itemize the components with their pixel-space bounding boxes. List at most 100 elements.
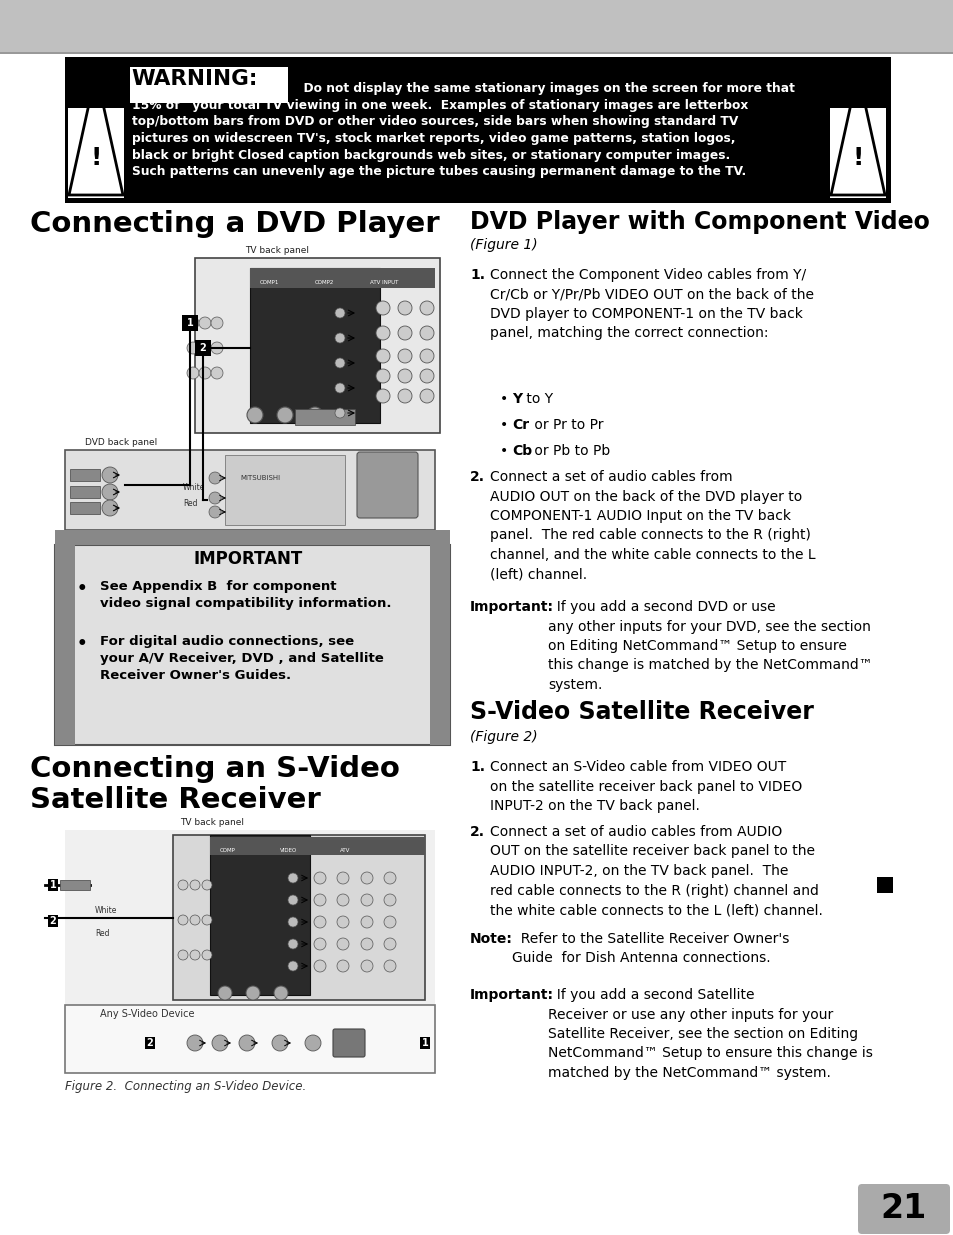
Circle shape xyxy=(187,317,199,329)
Circle shape xyxy=(335,333,345,343)
FancyBboxPatch shape xyxy=(356,452,417,517)
Circle shape xyxy=(202,881,212,890)
Circle shape xyxy=(419,350,434,363)
Circle shape xyxy=(305,1035,320,1051)
Circle shape xyxy=(276,408,293,424)
Circle shape xyxy=(360,872,373,884)
Text: •: • xyxy=(76,635,88,653)
Text: If you add a second Satellite
Receiver or use any other inputs for your
Satellit: If you add a second Satellite Receiver o… xyxy=(547,988,872,1079)
Text: top/bottom bars from DVD or other video sources, side bars when showing standard: top/bottom bars from DVD or other video … xyxy=(132,116,738,128)
Bar xyxy=(250,268,435,288)
Circle shape xyxy=(178,881,188,890)
Circle shape xyxy=(247,408,263,424)
Text: Figure 2.  Connecting an S-Video Device.: Figure 2. Connecting an S-Video Device. xyxy=(65,1079,306,1093)
Text: 2: 2 xyxy=(199,343,206,353)
Circle shape xyxy=(384,894,395,906)
Text: 1.: 1. xyxy=(470,268,484,282)
Circle shape xyxy=(274,986,288,1000)
Circle shape xyxy=(419,369,434,383)
Bar xyxy=(68,107,124,198)
Text: !: ! xyxy=(851,146,862,170)
Circle shape xyxy=(190,950,200,960)
Bar xyxy=(70,501,100,514)
Text: Connect a set of audio cables from
AUDIO OUT on the back of the DVD player to
CO: Connect a set of audio cables from AUDIO… xyxy=(490,471,815,582)
Text: to Y: to Y xyxy=(521,391,553,406)
Text: VIDEO: VIDEO xyxy=(280,848,297,853)
Circle shape xyxy=(307,408,323,424)
Circle shape xyxy=(187,342,199,354)
Text: or Pr to Pr: or Pr to Pr xyxy=(530,417,603,432)
Text: 1: 1 xyxy=(50,881,56,890)
Text: (Figure 1): (Figure 1) xyxy=(470,238,537,252)
Circle shape xyxy=(187,1035,203,1051)
Text: 15% of   your total TV viewing in one week.  Examples of stationary images are l: 15% of your total TV viewing in one week… xyxy=(132,99,747,112)
Circle shape xyxy=(335,383,345,393)
Circle shape xyxy=(209,472,221,484)
Circle shape xyxy=(384,916,395,927)
Bar xyxy=(65,1005,435,1073)
Circle shape xyxy=(314,872,326,884)
Circle shape xyxy=(336,916,349,927)
Bar xyxy=(210,837,424,855)
Bar xyxy=(70,469,100,480)
Circle shape xyxy=(288,918,297,927)
Circle shape xyxy=(288,939,297,948)
Text: See Appendix B  for component
video signal compatibility information.: See Appendix B for component video signa… xyxy=(100,580,391,610)
Text: Refer to the Satellite Receiver Owner's
Guide  for Dish Antenna connections.: Refer to the Satellite Receiver Owner's … xyxy=(512,932,788,966)
Bar xyxy=(225,454,345,525)
Text: DVD Player with Component Video: DVD Player with Component Video xyxy=(470,210,929,233)
Circle shape xyxy=(209,506,221,517)
Text: Note:: Note: xyxy=(470,932,513,946)
Circle shape xyxy=(336,872,349,884)
Text: Connect the Component Video cables from Y/
Cr/Cb or Y/Pr/Pb VIDEO OUT on the bac: Connect the Component Video cables from … xyxy=(490,268,813,341)
Circle shape xyxy=(272,1035,288,1051)
Text: black or bright Closed caption backgrounds web sites, or stationary computer ima: black or bright Closed caption backgroun… xyxy=(132,148,729,162)
Text: Connecting a DVD Player: Connecting a DVD Player xyxy=(30,210,439,238)
Text: Red: Red xyxy=(183,499,197,509)
Circle shape xyxy=(209,492,221,504)
Circle shape xyxy=(218,986,232,1000)
Text: Cb: Cb xyxy=(512,445,532,458)
Circle shape xyxy=(212,1035,228,1051)
Text: COMP2: COMP2 xyxy=(314,280,334,285)
Bar xyxy=(172,835,424,1000)
Circle shape xyxy=(335,358,345,368)
Text: •: • xyxy=(76,580,88,598)
FancyBboxPatch shape xyxy=(333,1029,365,1057)
Bar xyxy=(294,409,355,425)
Circle shape xyxy=(211,317,223,329)
Circle shape xyxy=(199,342,211,354)
Text: MITSUBISHI: MITSUBISHI xyxy=(240,475,280,480)
Circle shape xyxy=(375,369,390,383)
Circle shape xyxy=(314,960,326,972)
Text: •: • xyxy=(499,445,512,458)
Bar xyxy=(876,877,892,893)
Text: WARNING:: WARNING: xyxy=(131,69,257,89)
Text: 2: 2 xyxy=(50,916,56,926)
Text: Such patterns can unevenly age the picture tubes causing permanent damage to the: Such patterns can unevenly age the pictu… xyxy=(132,165,745,178)
Circle shape xyxy=(397,326,412,340)
Text: COMP1: COMP1 xyxy=(260,280,279,285)
Circle shape xyxy=(102,467,118,483)
Text: Connect a set of audio cables from AUDIO
OUT on the satellite receiver back pane: Connect a set of audio cables from AUDIO… xyxy=(490,825,822,918)
Text: 2: 2 xyxy=(147,1037,153,1049)
Circle shape xyxy=(336,960,349,972)
Circle shape xyxy=(202,915,212,925)
Text: 2.: 2. xyxy=(470,825,484,839)
Text: Important:: Important: xyxy=(470,988,554,1002)
Bar xyxy=(130,67,288,103)
Circle shape xyxy=(288,895,297,905)
Circle shape xyxy=(360,916,373,927)
Text: pictures on widescreen TV's, stock market reports, video game patterns, station : pictures on widescreen TV's, stock marke… xyxy=(132,132,735,144)
Circle shape xyxy=(190,881,200,890)
Circle shape xyxy=(211,342,223,354)
Circle shape xyxy=(397,389,412,403)
Bar xyxy=(0,0,953,52)
Circle shape xyxy=(336,894,349,906)
Text: For digital audio connections, see
your A/V Receiver, DVD , and Satellite
Receiv: For digital audio connections, see your … xyxy=(100,635,383,682)
Circle shape xyxy=(187,367,199,379)
Bar xyxy=(55,249,444,515)
Text: Do not display the same stationary images on the screen for more that: Do not display the same stationary image… xyxy=(294,82,794,95)
Bar xyxy=(210,835,310,995)
Text: Cr: Cr xyxy=(512,417,529,432)
